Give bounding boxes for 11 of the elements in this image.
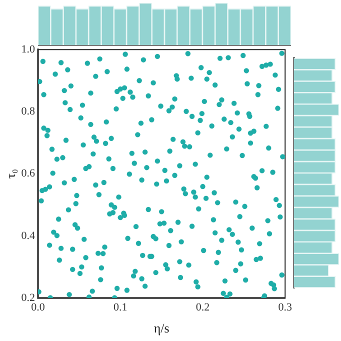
y-tick-label: 0.8 (21, 106, 36, 118)
x-tick-label: 0.1 (114, 301, 128, 314)
y-tick-label: 1.0 (21, 43, 36, 56)
x-tick-label: 0.3 (278, 301, 292, 314)
y-tick-label: 0.4 (21, 230, 36, 242)
x-axis-title: η/s (154, 320, 170, 336)
x-tick-label: 0.2 (196, 301, 210, 314)
x-tick-label: 0.0 (31, 301, 46, 314)
y-tick-label: 0.2 (21, 292, 35, 304)
y-tick-label: 0.6 (21, 168, 36, 180)
y-axis-title: τ₀ (3, 168, 18, 179)
